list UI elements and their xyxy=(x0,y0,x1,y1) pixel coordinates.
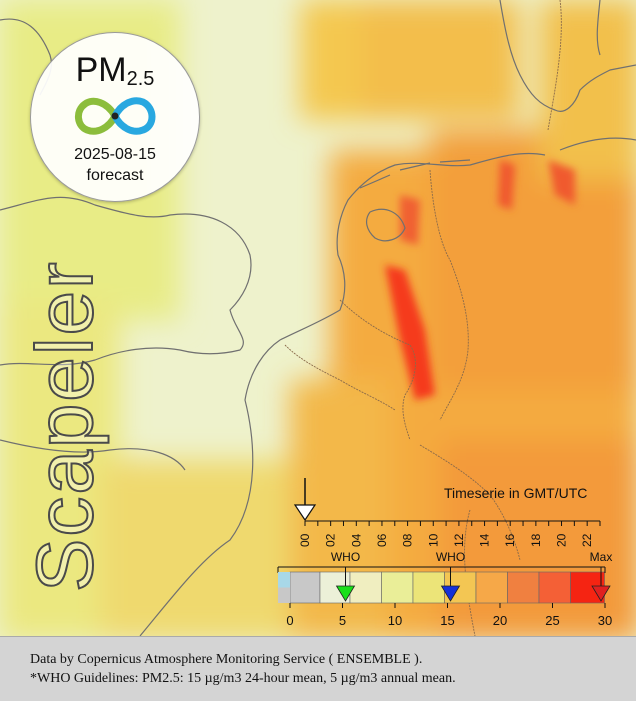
forecast-date: 2025-08-15 xyxy=(74,146,156,163)
scapeler-infinity-icon xyxy=(75,97,156,135)
who-guidelines-line: *WHO Guidelines: PM2.5: 15 µg/m3 24-hour… xyxy=(30,671,456,686)
product-badge: PM2.5 2025-08-15 forecast xyxy=(30,32,200,202)
forecast-label: forecast xyxy=(86,167,144,184)
hotspots xyxy=(385,160,575,400)
attribution-line: Data by Copernicus Atmosphere Monitoring… xyxy=(30,652,423,667)
brand-watermark: Scapeler xyxy=(19,259,110,593)
attribution-footer: Data by Copernicus Atmosphere Monitoring… xyxy=(0,636,636,701)
timeseries-title: Timeserie in GMT/UTC xyxy=(444,485,588,501)
pollutant-title: PM2.5 xyxy=(75,51,155,90)
